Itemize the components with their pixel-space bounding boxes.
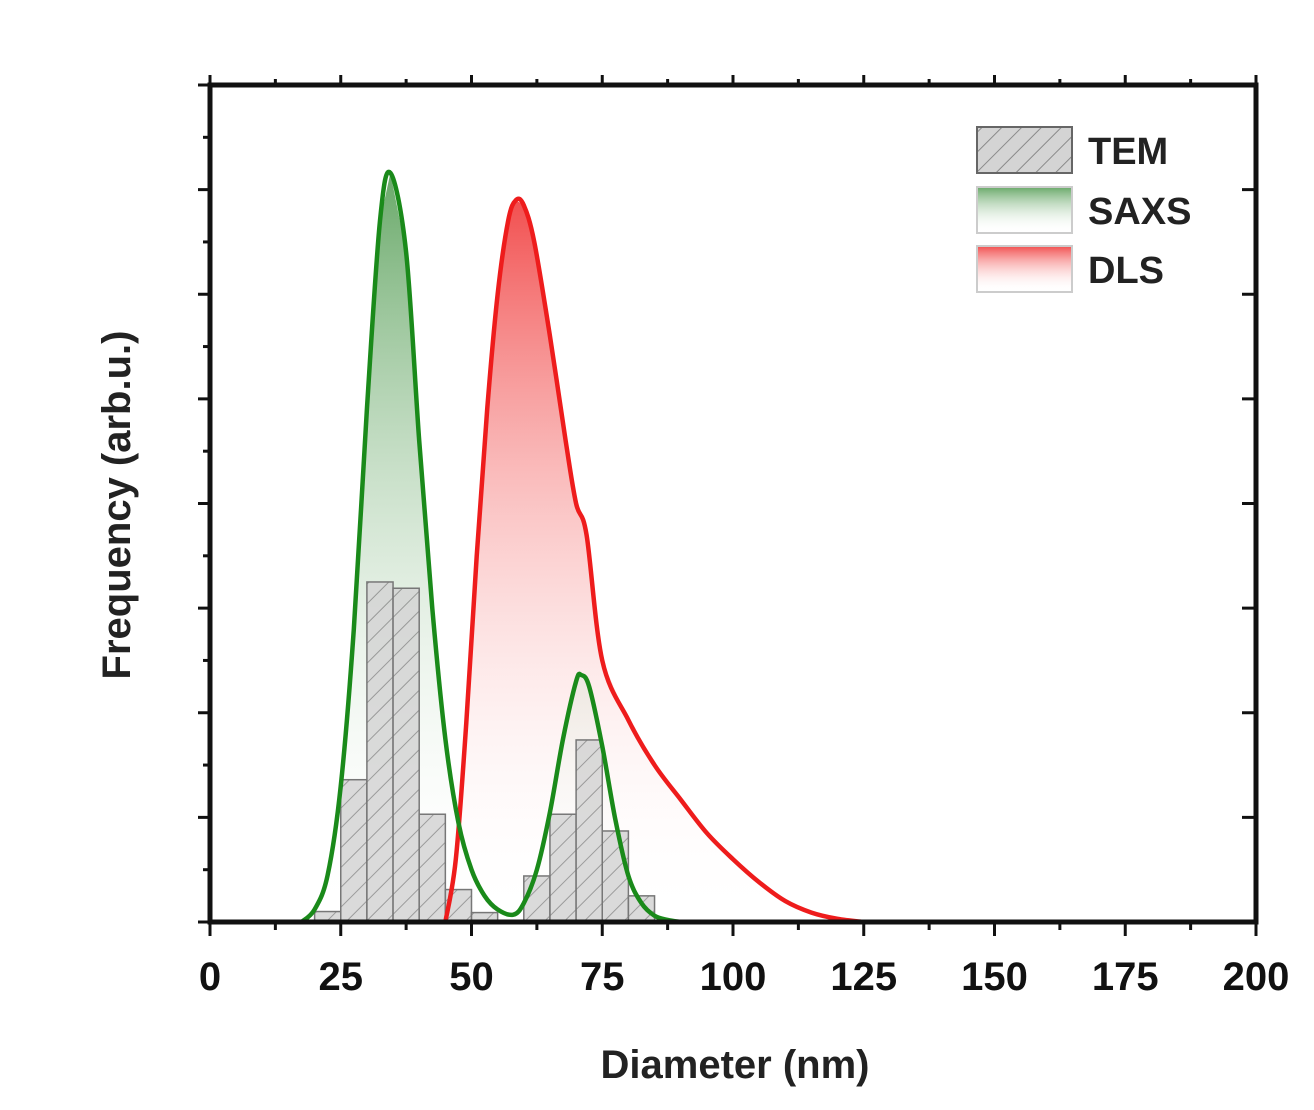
legend: TEM SAXS DLS [976,126,1191,293]
dls-line [443,196,865,925]
legend-label-tem: TEM [1088,131,1168,173]
tem-bar [418,813,447,923]
legend-swatch-saxs [976,186,1073,234]
tem-bar [549,813,577,923]
tem-bar [601,830,630,923]
x-axis-title: Diameter (nm) [601,1043,870,1087]
x-tick-label: 100 [700,955,767,999]
saxs-line [299,169,682,925]
tem-bar [575,739,603,923]
tem-bar [340,778,368,923]
x-tick-labels: 0 25 50 75 100 125 150 175 200 [199,955,1290,999]
legend-label-dls: DLS [1088,250,1164,292]
tem-bar [366,581,394,923]
dls-area-fill [445,200,864,923]
x-tick-label: 50 [449,955,494,999]
legend-swatch-tem [976,126,1073,174]
tem-bar [392,587,420,923]
x-tick-label: 125 [830,955,897,999]
legend-label-saxs: SAXS [1088,191,1191,233]
plot-area [299,169,865,925]
x-tick-label: 175 [1092,955,1159,999]
y-axis-title: Frequency (arb.u.) [95,331,139,680]
x-tick-label: 200 [1223,955,1290,999]
tem-bar [627,895,656,923]
x-tick-label: 25 [319,955,364,999]
x-tick-label: 0 [199,955,221,999]
legend-swatch-dls [976,245,1073,293]
axis-ticks [198,75,1258,936]
x-tick-label: 150 [961,955,1028,999]
x-tick-label: 75 [580,955,625,999]
